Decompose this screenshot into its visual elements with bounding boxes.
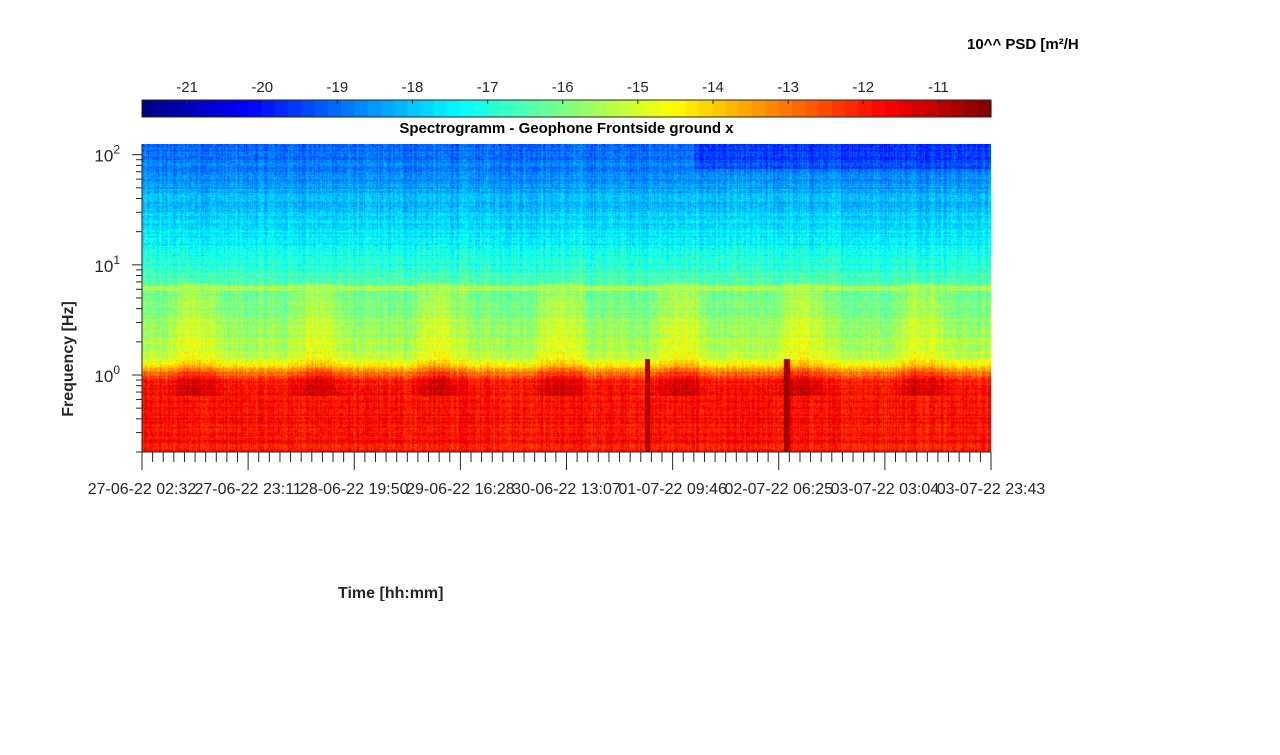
colorbar-segment [685,100,700,117]
y-axis-label: Frequency [Hz] [60,301,77,417]
colorbar-segment [871,100,886,117]
colorbar-segment [394,100,408,117]
colorbar-segment [646,100,660,117]
colorbar-segment [274,100,289,117]
colorbar-tick-label: -17 [477,79,499,96]
colorbar-segment [898,100,913,117]
spectrogram-heatmap [142,144,991,452]
colorbar-segment [712,100,727,117]
colorbar-segment [884,100,899,117]
colorbar-tick-label: -15 [627,79,649,96]
colorbar-segment [486,100,501,117]
colorbar-frame [141,99,992,118]
colorbar-segment [447,100,461,117]
colorbar-segment [327,100,342,117]
x-tick-label: 30-06-22 13:07 [512,481,621,498]
x-tick-label: 03-07-22 03:04 [831,481,940,498]
colorbar-segment [287,100,302,117]
y-tick-label: 100 [94,363,120,386]
y-tick-label: 102 [94,143,120,166]
colorbar-segment [699,100,714,117]
colorbar-tick-label: -20 [251,79,273,96]
colorbar-segment [221,100,236,117]
colorbar-segment [314,100,329,117]
colorbar-segment [765,100,780,117]
colorbar-tick-label: -13 [777,79,799,96]
colorbar-segment [619,100,634,117]
colorbar-segment [778,100,793,117]
colorbar-segment [752,100,767,117]
colorbar-segment [155,100,170,117]
colorbar-segment [367,100,382,117]
colorbar-label: 10^^ PSD [m²/H [967,36,1079,53]
colorbar-segment [460,100,475,117]
colorbar-segment [924,100,939,117]
colorbar-segment [792,100,806,117]
colorbar-segment [977,100,992,117]
x-tick-label: 01-07-22 09:46 [618,481,727,498]
colorbar-tick-label: -16 [552,79,574,96]
colorbar-tick-label: -19 [327,79,349,96]
colorbar-segment [301,100,316,117]
colorbar-segment [593,100,607,117]
y-tick-label: 101 [94,253,120,276]
chart-title: Spectrogramm - Geophone Frontside ground… [399,120,734,137]
colorbar-segment [168,100,183,117]
colorbar-segment [433,100,448,117]
colorbar-segment [579,100,594,117]
colorbar-segment [340,100,355,117]
colorbar-segment [632,100,647,117]
colorbar-segment [234,100,249,117]
colorbar-segment [659,100,674,117]
colorbar-segment [911,100,926,117]
colorbar-tick-label: -21 [176,79,198,96]
colorbar-segment [407,100,422,117]
x-tick-label: 28-06-22 19:50 [300,481,409,498]
colorbar-tick-label: -14 [702,79,724,96]
colorbar-tick-label: -12 [852,79,874,96]
colorbar-segment [500,100,515,117]
colorbar: -21 -20 -19 -18 -17 -16 -15 -14 -13 -12 -11 [141,79,992,118]
colorbar-tick-label: -18 [402,79,424,96]
colorbar-segment [354,100,369,117]
colorbar-segment [208,100,223,117]
colorbar-segment [818,100,833,117]
colorbar-segment [539,100,554,117]
colorbar-segment [380,100,395,117]
x-axis-label: Time [hh:mm] [338,585,444,601]
x-tick-label: 02-07-22 06:25 [724,481,833,498]
colorbar-segment [606,100,621,117]
colorbar-segment [831,100,846,117]
colorbar-segment [566,100,581,117]
colorbar-segment [513,100,528,117]
colorbar-segment [261,100,276,117]
colorbar-segment [738,100,753,117]
colorbar-segment [845,100,859,117]
x-tick-label: 29-06-22 16:28 [406,481,515,498]
colorbar-segment [473,100,488,117]
colorbar-segment [420,100,435,117]
x-tick-label: 03-07-22 23:43 [937,481,1046,498]
colorbar-segment [142,100,156,117]
colorbar-segment [672,100,687,117]
x-tick-label: 27-06-22 02:32 [88,481,197,498]
colorbar-segment [248,100,262,117]
colorbar-segment [526,100,541,117]
colorbar-segment [937,100,952,117]
colorbar-segment [181,100,196,117]
x-tick-label: 27-06-22 23:11 [194,481,301,498]
colorbar-segment [195,100,209,117]
colorbar-tick-label: -11 [928,79,949,96]
colorbar-segment [805,100,820,117]
colorbar-segment [951,100,966,117]
colorbar-segment [553,100,568,117]
colorbar-segment [858,100,873,117]
colorbar-segment [725,100,740,117]
colorbar-segment [964,100,979,117]
